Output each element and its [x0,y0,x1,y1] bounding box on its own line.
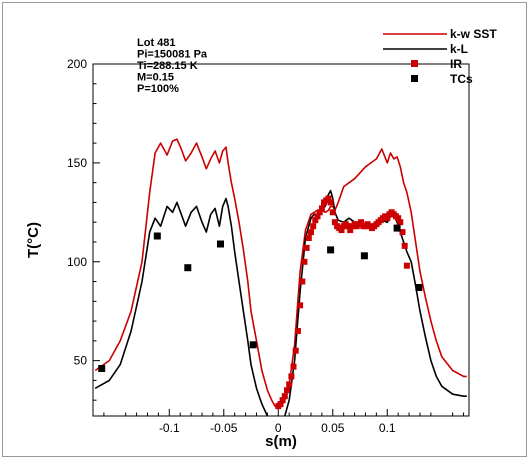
data-point [290,363,297,370]
data-point [308,229,314,236]
info-line: Pi=150081 Pa [137,49,208,61]
legend: k-w SST k-L IR TCs [383,27,497,86]
data-point [399,229,406,236]
data-point [331,219,338,226]
y-tick-label: 100 [67,255,87,269]
data-point [279,397,286,404]
y-axis-label: T(°C) [25,222,42,258]
x-axis-label: s(m) [265,433,297,450]
data-point [153,232,161,240]
data-point [395,215,402,222]
x-tick-label: 0.05 [321,421,345,435]
data-point [184,264,192,272]
legend-marker-swatch [411,60,418,67]
plot-border [92,63,470,417]
data-point [384,215,391,222]
legend-marker-swatch [411,75,418,82]
data-point [312,217,319,224]
data-point [281,393,288,400]
data-point [299,278,306,285]
data-point [347,227,354,234]
axes-layer: -0.1 -0.05 0 0.05 0.1 50 100 150 200 [67,57,470,435]
data-point [393,224,401,232]
data-point [303,244,310,251]
data-point [310,223,317,230]
x-tick-label: 0.1 [379,421,396,435]
legend-label: IR [450,57,462,71]
data-point [397,219,404,226]
legend-label: k-L [450,42,468,56]
data-point [345,223,351,230]
legend-label: k-w SST [450,27,497,41]
data-point [318,205,325,212]
info-line: P=100% [137,83,179,95]
data-point [325,195,332,202]
data-point [327,199,334,206]
data-point [360,252,368,260]
x-tick-label: 0 [275,421,282,435]
data-point [286,381,293,388]
series-layer [94,138,467,416]
data-point [297,302,304,309]
data-point [217,240,224,248]
data-point [401,242,408,249]
y-tick-label: 150 [67,156,87,170]
data-point [305,235,312,241]
info-line: Ti=288.15 K [137,60,198,72]
y-tick-label: 50 [74,354,88,368]
data-point [294,328,301,334]
data-point [415,284,423,291]
series-line-0 [94,138,467,409]
x-tick-label: -0.05 [210,421,238,435]
x-tick-label: -0.1 [159,421,180,435]
data-point [301,258,308,265]
info-box: Lot 481 Pi=150081 Pa Ti=288.15 K M=0.15 … [137,37,208,95]
info-line: M=0.15 [137,72,174,84]
data-point [316,209,323,216]
y-tick-label: 200 [67,57,87,71]
info-line: Lot 481 [137,37,176,49]
data-point [249,341,257,349]
data-point [403,262,410,269]
data-point [358,219,365,226]
legend-label: TCs [450,72,473,86]
data-point [292,347,299,354]
data-point [284,387,290,394]
data-point [338,227,345,234]
data-point [329,209,336,216]
data-point [277,401,284,408]
data-point [314,213,321,220]
data-point [288,373,295,380]
data-point [98,365,106,372]
series-line-1 [94,189,467,416]
data-point [327,246,335,254]
